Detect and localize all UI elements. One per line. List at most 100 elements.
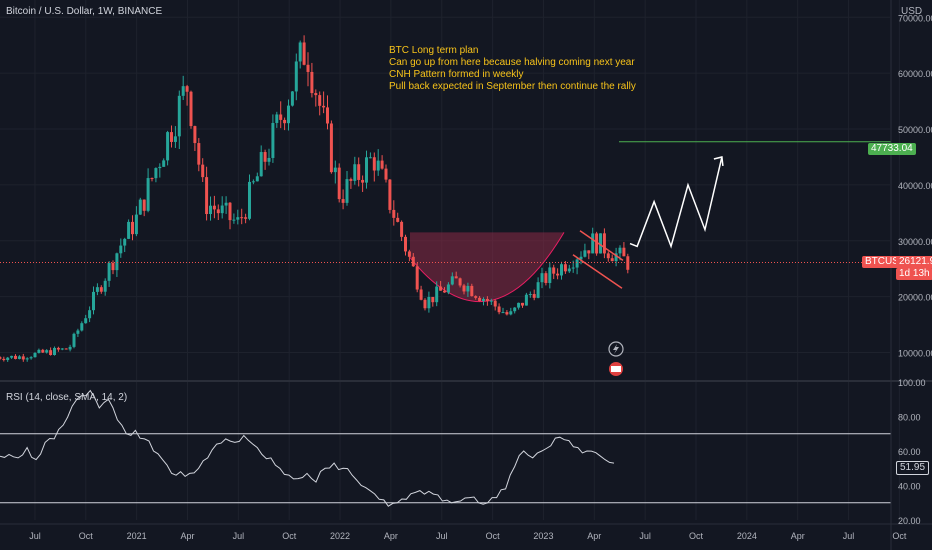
note-line-3: CNH Pattern formed in weekly <box>389 69 524 80</box>
candle-body <box>298 42 302 62</box>
price-tick-label: 20000.00 <box>898 293 932 303</box>
candle-body <box>497 306 501 313</box>
time-tick-label: 2024 <box>737 531 757 541</box>
candle-body <box>435 286 439 303</box>
time-tick-label: 2021 <box>127 531 147 541</box>
candle-body <box>318 95 322 106</box>
candle-body <box>427 296 431 309</box>
time-tick-label: Oct <box>282 531 297 541</box>
candle-body <box>49 350 53 355</box>
candle-body <box>103 280 107 292</box>
candle-body <box>353 164 357 181</box>
rsi-tick-label: 60.00 <box>898 447 921 457</box>
candle-body <box>189 91 193 127</box>
candle-body <box>591 233 595 254</box>
candle-body <box>610 258 614 262</box>
candle-body <box>556 273 560 276</box>
candle-body <box>462 285 466 292</box>
candle-body <box>505 312 509 315</box>
candle-body <box>64 348 68 350</box>
candle-body <box>333 167 337 173</box>
candle-body <box>287 105 290 124</box>
candle-body <box>302 42 306 65</box>
handle-channel-upper <box>579 230 624 261</box>
candle-body <box>232 219 236 221</box>
candle-body <box>107 263 111 281</box>
candle-body <box>127 221 131 239</box>
chart-drawings <box>0 141 891 376</box>
candle-body <box>368 157 372 159</box>
candle-body <box>341 199 345 203</box>
time-tick-label: Apr <box>180 531 194 541</box>
candle-body <box>517 302 521 308</box>
candle-body <box>193 126 197 144</box>
candle-body <box>622 247 626 257</box>
candle-body <box>248 181 251 219</box>
candle-body <box>220 205 224 214</box>
candle-body <box>170 132 173 142</box>
chart-title: Bitcoin / U.S. Dollar, 1W, BINANCE <box>6 6 163 17</box>
candle-body <box>25 358 29 360</box>
candle-body <box>131 221 134 235</box>
candle-body <box>365 157 368 183</box>
candle-body <box>521 302 524 306</box>
candle-body <box>92 291 95 311</box>
candle-body <box>493 300 497 307</box>
candle-body <box>154 168 158 179</box>
candle-body <box>439 286 443 291</box>
candle-body <box>119 245 123 254</box>
candle-body <box>583 250 587 257</box>
candle-body <box>423 299 427 309</box>
time-tick-label: Oct <box>689 531 704 541</box>
candle-body <box>29 357 33 359</box>
candle-body <box>431 296 435 303</box>
candle-body <box>45 350 49 353</box>
candle-body <box>197 143 201 165</box>
candle-body <box>579 256 583 260</box>
candle-body <box>571 267 575 269</box>
candle-body <box>392 209 396 218</box>
candle-body <box>306 64 310 72</box>
candle-body <box>396 217 400 222</box>
price-candles <box>0 35 630 362</box>
price-tick-label: 40000.00 <box>898 181 932 191</box>
note-line-2: Can go up from here because halving comi… <box>389 57 635 68</box>
candle-body <box>212 205 216 210</box>
candle-body <box>407 251 411 257</box>
lightning-event-icon-glyph <box>613 344 619 354</box>
trade-plan-note[interactable]: BTC Long term plan Can go up from here b… <box>389 45 636 93</box>
candle-body <box>501 312 505 314</box>
candle-body <box>224 202 228 206</box>
candle-body <box>419 289 423 300</box>
candle-body <box>271 122 275 158</box>
candle-body <box>236 217 240 220</box>
candle-body <box>185 86 189 92</box>
candle-body <box>173 136 177 142</box>
candle-body <box>88 310 92 319</box>
candle-body <box>134 214 138 235</box>
candle-body <box>142 199 146 211</box>
candle-body <box>21 356 25 360</box>
candle-body <box>53 347 56 355</box>
candle-body <box>548 267 552 283</box>
candle-body <box>279 114 283 120</box>
candle-body <box>68 346 72 350</box>
candle-body <box>626 256 630 270</box>
candle-body <box>372 157 376 171</box>
candle-body <box>138 199 142 215</box>
candle-body <box>384 168 388 180</box>
candle-body <box>95 287 99 292</box>
candle-body <box>146 178 150 211</box>
candle-body <box>228 202 232 221</box>
candle-body <box>99 287 103 292</box>
time-tick-label: Jul <box>29 531 41 541</box>
rsi-tick-label: 20.00 <box>898 516 921 526</box>
candle-body <box>544 273 548 283</box>
candle-body <box>563 264 567 272</box>
candle-body <box>240 217 244 219</box>
time-tick-label: 2022 <box>330 531 350 541</box>
candle-body <box>310 71 314 94</box>
candle-body <box>540 273 544 283</box>
